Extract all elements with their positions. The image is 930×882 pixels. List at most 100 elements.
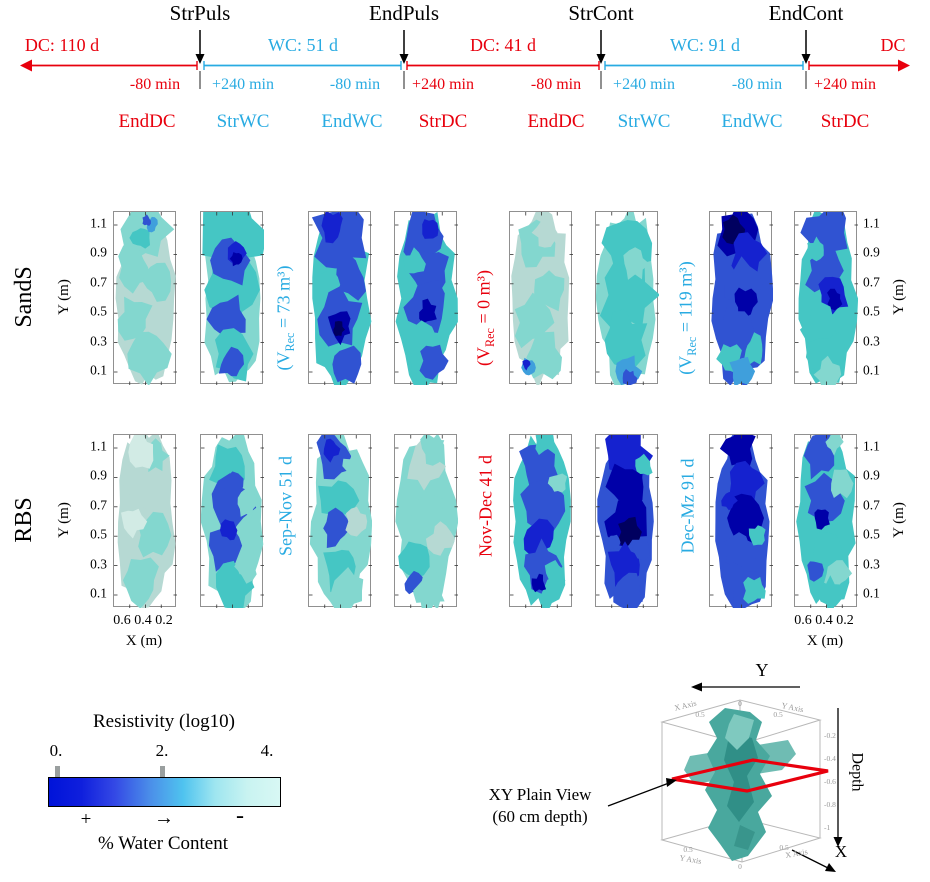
contour-panel [509, 211, 573, 385]
vrec-rest: = 73 m³) [273, 265, 294, 333]
inset-mini-label: 0 [738, 699, 742, 708]
period-text: Sep-Nov 51 d [275, 456, 296, 556]
contour-plot [710, 435, 773, 608]
contour-plot [201, 435, 264, 608]
inset-mini-label: 0.5 [773, 710, 783, 719]
inset-mini-label: -0.8 [824, 800, 836, 809]
timeline-event-label: EndPuls [368, 1, 440, 25]
inset-x-axis-label: X [834, 842, 848, 861]
y-axis-title: Y (m) [55, 279, 72, 315]
period-text: Dec-Mz 91 d [677, 458, 698, 554]
contour-panel [595, 211, 659, 385]
x-tick-label: 0.4 [134, 613, 152, 628]
contour-plot [596, 212, 659, 385]
contour-plot [596, 435, 659, 608]
y-tick-label: 1.1 [90, 438, 107, 454]
timeline-state-label: EndDC [118, 111, 176, 132]
contour-panel [308, 434, 372, 608]
timeline-left-arrowhead-icon [20, 59, 32, 72]
y-tick-label: 1.1 [863, 215, 880, 231]
y-tick-label: 0.7 [90, 497, 107, 513]
timeline-offset-label: -80 min [129, 76, 181, 93]
contour-plot [795, 435, 858, 608]
contour-plot [510, 212, 573, 385]
y-tick-label: 0.1 [90, 585, 107, 601]
x-axis-title: X (m) [125, 633, 163, 649]
xy-plain-view-label: XY Plain View [488, 785, 592, 804]
water-minus-label: - [236, 803, 244, 829]
contour-panel [200, 211, 264, 385]
vrec-rest: = 119 m³) [675, 261, 696, 337]
vrec-rest: = 0 m³) [473, 269, 494, 329]
contour-plot [395, 435, 458, 608]
contour-plot [309, 212, 372, 385]
inset-mini-label: X Axis [785, 847, 809, 860]
inset-mini-label: X Axis [673, 698, 697, 712]
colorbar-tick-label: 2. [155, 741, 169, 760]
timeline-state-label: StrDC [418, 111, 468, 132]
contour-plot [114, 435, 177, 608]
x-axis-title: X (m) [806, 633, 844, 649]
inset-mini-label: 0.5 [779, 843, 789, 852]
colorbar-footer: % Water Content [97, 833, 229, 854]
y-tick-label: 0.5 [90, 526, 107, 542]
contour-plot [309, 435, 372, 608]
period-annotation: Nov-Dec 41 d [475, 455, 496, 557]
y-tick-label: 0.7 [863, 274, 880, 290]
contour-plot [114, 212, 177, 385]
row-label: SandS [11, 266, 38, 328]
contour-panel [113, 434, 177, 608]
colorbar-tick-label: 0. [49, 741, 63, 760]
timeline-offset-label: +240 min [212, 76, 274, 93]
x-tick-label: 0.6 [113, 613, 131, 628]
colorbar-tick-label: 4. [260, 741, 274, 760]
contour-panel [394, 434, 458, 608]
y-tick-label: 0.3 [90, 556, 107, 572]
vrec-open: (V [273, 351, 294, 371]
y-tick-label: 0.7 [90, 274, 107, 290]
timeline-period-label: DC: 110 d [24, 35, 100, 55]
colorbar-title: Resistivity (log10) [93, 711, 235, 732]
y-tick-label: 0.3 [863, 333, 880, 349]
timeline-state-label: EndWC [321, 111, 383, 132]
inset-mini-label: -1 [824, 823, 830, 832]
inset-arrows [607, 682, 843, 872]
timeline-state-label: StrDC [820, 111, 870, 132]
y-axis-title: Y (m) [55, 502, 72, 538]
vrec-annotation: (VRec = 73 m³) [273, 265, 298, 371]
contour-panel [509, 434, 573, 608]
x-tick-label: 0.4 [815, 613, 833, 628]
timeline-event-label: EndCont [768, 1, 844, 25]
y-axis-title: Y (m) [890, 279, 907, 315]
inset-mini-label: -0.4 [824, 754, 836, 763]
vrec-sub: Rec [283, 332, 298, 352]
contour-plot [710, 212, 773, 385]
vrec-sub: Rec [483, 328, 498, 348]
vrec-open: (V [473, 347, 494, 367]
period-annotation: Dec-Mz 91 d [677, 458, 698, 554]
y-tick-label: 0.3 [90, 333, 107, 349]
inset-y-axis-label: Y [755, 660, 769, 680]
xy-plain-view-depth: (60 cm depth) [492, 807, 588, 826]
row-label: RBS [11, 497, 38, 543]
timeline-offset-label: +240 min [412, 76, 474, 93]
x-tick-label: 0.2 [836, 613, 854, 628]
period-text: Nov-Dec 41 d [475, 455, 496, 557]
colorbar [48, 777, 281, 807]
inset-mini-label: -0.2 [824, 731, 836, 740]
contour-panel [794, 434, 858, 608]
vrec-annotation: (VRec = 119 m³) [675, 261, 700, 374]
timeline-state-label: EndDC [527, 111, 585, 132]
contour-panel [709, 434, 773, 608]
timeline-state-label: StrWC [617, 111, 671, 132]
event-arrowhead-icon [801, 54, 811, 64]
inset-volume [684, 708, 796, 861]
vrec-sub: Rec [685, 336, 700, 356]
timeline-right-arrowhead-icon [898, 59, 910, 72]
timeline-period-label: WC: 51 d [268, 35, 338, 55]
water-plus-label: + [80, 809, 92, 830]
water-arrow-icon: → [154, 807, 174, 829]
contour-plot [510, 435, 573, 608]
depth-arrowhead-icon [833, 837, 843, 847]
contour-plot [201, 212, 264, 385]
